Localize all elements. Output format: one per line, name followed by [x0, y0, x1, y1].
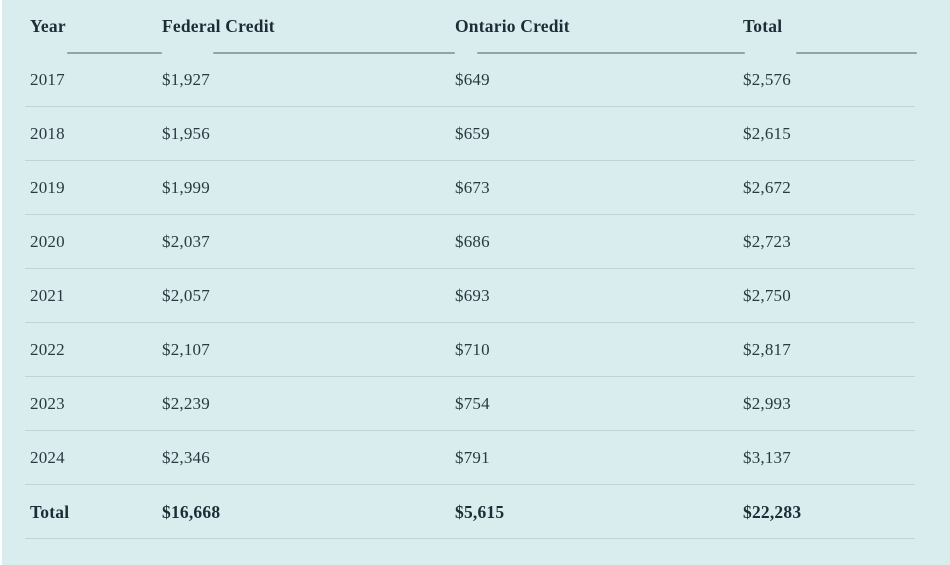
cell-total: $2,576	[743, 70, 791, 89]
cell-total: $2,993	[743, 394, 791, 413]
cell-ontario: $791	[455, 448, 490, 467]
cell-ontario: $754	[455, 394, 490, 413]
cell-ontario: $649	[455, 70, 490, 89]
cell-year: 2024	[30, 448, 65, 467]
cell-federal: $1,927	[162, 70, 210, 89]
column-header-total: Total	[743, 16, 783, 36]
left-edge-strip	[0, 0, 2, 565]
cell-total: $2,672	[743, 178, 791, 197]
cell-ontario: $659	[455, 124, 490, 143]
table-row: 2020 $2,037 $686 $2,723	[0, 215, 950, 269]
cell-federal: $2,239	[162, 394, 210, 413]
table-header-row: Year Federal Credit Ontario Credit Total	[0, 0, 950, 53]
cell-federal: $2,346	[162, 448, 210, 467]
cell-total: $2,817	[743, 340, 791, 359]
cell-total: $2,750	[743, 286, 791, 305]
cell-total: $2,723	[743, 232, 791, 251]
column-header-ontario: Ontario Credit	[455, 16, 570, 36]
header-underline-ontario	[477, 52, 745, 54]
cell-federal: $1,956	[162, 124, 210, 143]
total-row-ontario: $5,615	[455, 501, 505, 522]
total-row-federal: $16,668	[162, 501, 221, 522]
table-row: 2022 $2,107 $710 $2,817	[0, 323, 950, 377]
cell-federal: $2,057	[162, 286, 210, 305]
total-row-label: Total	[30, 501, 70, 522]
table-row: 2018 $1,956 $659 $2,615	[0, 107, 950, 161]
table-row: 2024 $2,346 $791 $3,137	[0, 431, 950, 485]
cell-year: 2020	[30, 232, 65, 251]
header-underline-year	[67, 52, 162, 54]
cell-year: 2019	[30, 178, 65, 197]
cell-ontario: $710	[455, 340, 490, 359]
header-underline-federal	[213, 52, 455, 54]
cell-total: $3,137	[743, 448, 791, 467]
cell-ontario: $686	[455, 232, 490, 251]
cell-federal: $2,037	[162, 232, 210, 251]
cell-ontario: $673	[455, 178, 490, 197]
cell-total: $2,615	[743, 124, 791, 143]
column-header-federal: Federal Credit	[162, 16, 275, 36]
table-total-row: Total $16,668 $5,615 $22,283	[0, 485, 950, 539]
cell-year: 2022	[30, 340, 65, 359]
total-row-total: $22,283	[743, 501, 802, 522]
table-row: 2023 $2,239 $754 $2,993	[0, 377, 950, 431]
column-header-year: Year	[30, 16, 66, 36]
cell-year: 2021	[30, 286, 65, 305]
table-row: 2019 $1,999 $673 $2,672	[0, 161, 950, 215]
cell-year: 2023	[30, 394, 65, 413]
cell-federal: $1,999	[162, 178, 210, 197]
cell-year: 2017	[30, 70, 65, 89]
cell-ontario: $693	[455, 286, 490, 305]
cell-federal: $2,107	[162, 340, 210, 359]
table-row: 2017 $1,927 $649 $2,576	[0, 53, 950, 107]
header-underline-total	[796, 52, 917, 54]
cell-year: 2018	[30, 124, 65, 143]
table-row: 2021 $2,057 $693 $2,750	[0, 269, 950, 323]
